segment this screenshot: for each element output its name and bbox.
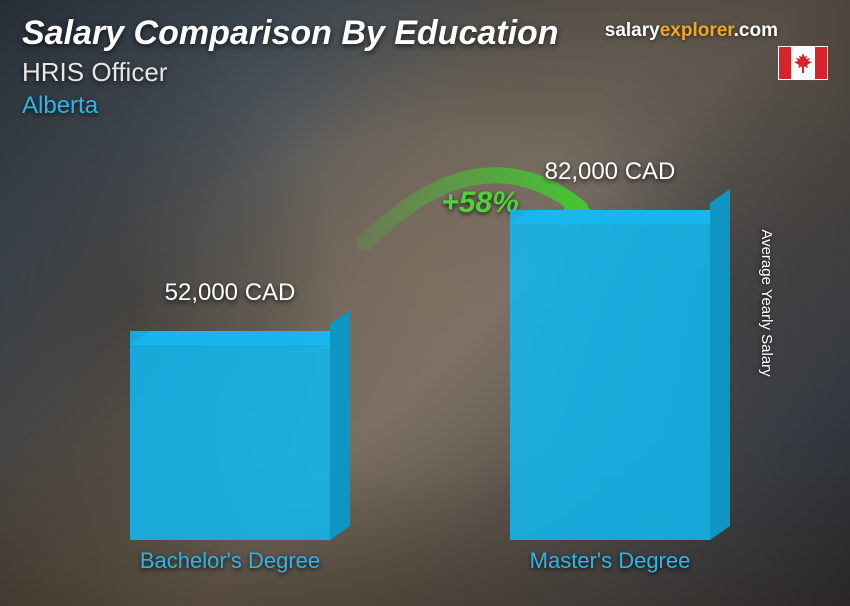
bar-front [130,331,330,540]
bar-side [710,189,730,540]
percent-increase: +58% [441,186,519,220]
flag-stripe-left [779,47,791,79]
bar-value: 52,000 CAD [165,279,296,307]
bar-value: 82,000 CAD [545,158,676,186]
bar-group: 82,000 CADMaster's Degree [510,210,710,540]
brand-logo: salaryexplorer.com [605,20,778,42]
flag-stripe-right [815,47,827,79]
bar-label: Master's Degree [530,548,691,574]
brand-text-accent: explorer [660,20,734,41]
bar: 82,000 CAD [510,210,710,540]
brand-text-plain: salary [605,20,660,41]
chart-region: Alberta [22,92,828,120]
brand-text-suffix: .com [734,20,778,41]
flag-center [791,47,815,79]
bar-side [330,310,350,540]
bar: 52,000 CAD [130,331,330,540]
maple-leaf-icon [794,53,812,73]
chart-subtitle: HRIS Officer [22,57,828,88]
bar-label: Bachelor's Degree [140,548,320,574]
bar-group: 52,000 CADBachelor's Degree [130,331,330,540]
bar-chart: +58% 52,000 CADBachelor's Degree82,000 C… [80,136,770,576]
bar-front [510,210,710,540]
canada-flag-icon [778,46,828,80]
